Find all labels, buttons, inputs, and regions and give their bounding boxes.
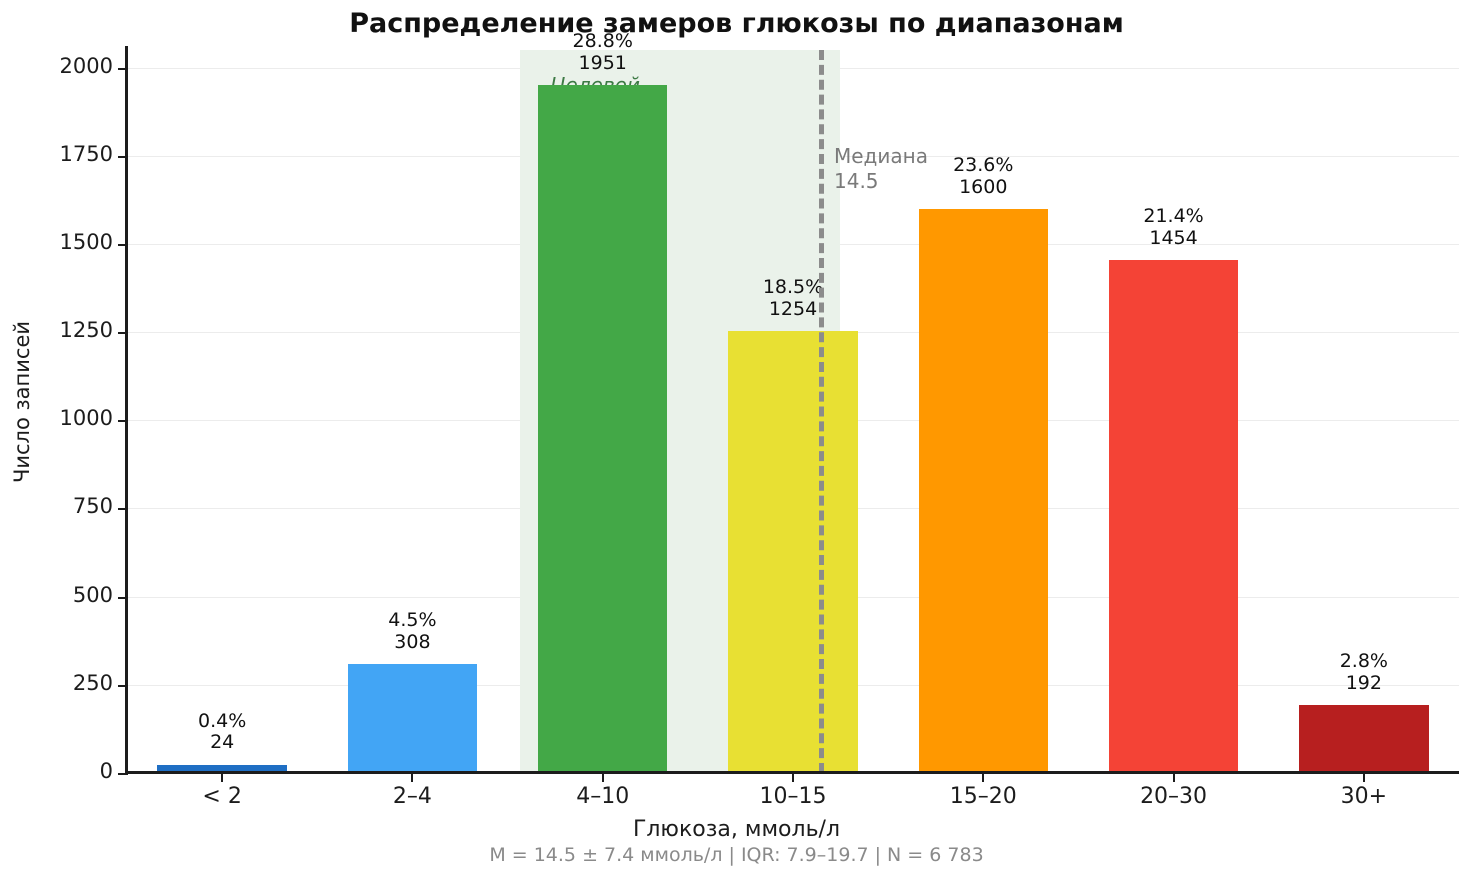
bar-value-label: 4.5% 308 [388, 609, 437, 654]
y-tick-mark [118, 596, 127, 599]
bar[interactable] [918, 208, 1048, 773]
bar-value-label: 21.4% 1454 [1143, 205, 1204, 250]
y-tick-mark [118, 332, 127, 335]
bar[interactable] [728, 330, 858, 773]
median-line [819, 50, 824, 773]
footer-caption: M = 14.5 ± 7.4 ммоль/л | IQR: 7.9–19.7 |… [489, 844, 984, 866]
x-tick-mark [1362, 773, 1365, 782]
x-tick-label: 15–20 [949, 784, 1017, 809]
page-title: Распределение замеров глюкозы по диапазо… [349, 8, 1124, 39]
y-tick-label: 1000 [59, 406, 113, 431]
y-tick-mark [118, 508, 127, 511]
y-tick-mark [118, 420, 127, 423]
y-axis-spine [125, 46, 128, 775]
x-tick-label: 2–4 [392, 784, 432, 809]
bar-value-label: 18.5% 1254 [762, 275, 824, 320]
y-tick-mark [118, 155, 127, 158]
y-tick-label: 1500 [59, 229, 113, 254]
x-tick-mark [221, 773, 224, 782]
bar[interactable] [347, 664, 478, 773]
y-tick-label: 750 [72, 494, 113, 519]
y-tick-label: 250 [72, 670, 113, 695]
y-tick-label: 500 [72, 582, 113, 607]
bar[interactable] [1108, 260, 1239, 773]
y-tick-mark [118, 243, 127, 246]
x-axis-spine [125, 771, 1459, 774]
x-tick-label: 4–10 [576, 784, 630, 809]
y-tick-label: 0 [99, 759, 113, 783]
bar[interactable] [538, 84, 668, 773]
bar-value-label: 28.8% 1951 [572, 29, 633, 74]
bar[interactable] [1299, 705, 1429, 773]
median-label: Медиана 14.5 [834, 144, 928, 193]
x-tick-label: 10–15 [759, 784, 827, 809]
bar-value-label: 23.6% 1600 [953, 153, 1014, 198]
y-tick-mark [118, 684, 127, 687]
x-axis-label: Глюкоза, ммоль/л [632, 817, 841, 842]
y-tick-mark [118, 67, 127, 70]
bar[interactable] [157, 764, 287, 773]
y-tick-mark [118, 773, 127, 775]
y-tick-label: 2000 [59, 53, 113, 78]
x-tick-mark [792, 773, 794, 782]
x-tick-mark [411, 773, 414, 782]
y-tick-label: 1750 [59, 141, 113, 166]
x-tick-label: 20–30 [1140, 784, 1208, 809]
x-tick-label: 30+ [1340, 784, 1388, 809]
x-tick-mark [1172, 773, 1175, 782]
x-tick-mark [601, 773, 604, 782]
y-tick-label: 1250 [59, 318, 113, 343]
x-tick-mark [982, 773, 985, 782]
bar-value-label: 0.4% 24 [198, 709, 247, 754]
bar-value-label: 2.8% 192 [1339, 650, 1388, 695]
y-axis-label: Число записей [10, 320, 34, 484]
x-tick-label: < 2 [202, 784, 242, 809]
